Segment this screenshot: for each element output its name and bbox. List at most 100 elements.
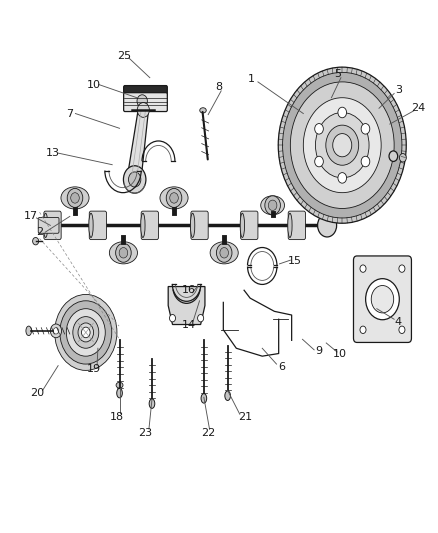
Ellipse shape bbox=[149, 399, 155, 408]
Circle shape bbox=[360, 326, 366, 334]
Text: 22: 22 bbox=[201, 427, 215, 438]
Ellipse shape bbox=[26, 326, 32, 336]
Text: 23: 23 bbox=[138, 427, 152, 438]
Text: 17: 17 bbox=[24, 212, 38, 221]
Text: 1: 1 bbox=[248, 74, 255, 84]
Circle shape bbox=[278, 67, 406, 223]
Text: 25: 25 bbox=[117, 51, 131, 61]
Circle shape bbox=[137, 95, 148, 108]
Circle shape bbox=[66, 309, 105, 356]
Ellipse shape bbox=[141, 213, 145, 238]
Circle shape bbox=[389, 151, 398, 161]
Circle shape bbox=[283, 72, 402, 218]
Text: 6: 6 bbox=[278, 362, 285, 372]
Circle shape bbox=[290, 82, 394, 208]
Circle shape bbox=[361, 124, 370, 134]
Ellipse shape bbox=[200, 108, 206, 113]
Circle shape bbox=[360, 265, 366, 272]
Circle shape bbox=[304, 98, 381, 192]
Circle shape bbox=[71, 193, 79, 203]
Circle shape bbox=[170, 193, 178, 203]
Circle shape bbox=[137, 102, 149, 117]
Circle shape bbox=[338, 107, 346, 118]
Circle shape bbox=[119, 247, 128, 258]
Text: 10: 10 bbox=[333, 349, 347, 359]
Circle shape bbox=[338, 173, 346, 183]
Ellipse shape bbox=[117, 389, 122, 398]
Circle shape bbox=[60, 301, 112, 364]
Circle shape bbox=[326, 125, 359, 165]
Ellipse shape bbox=[116, 382, 123, 388]
Text: 7: 7 bbox=[66, 109, 74, 118]
Circle shape bbox=[371, 286, 394, 313]
Text: 8: 8 bbox=[215, 82, 223, 92]
FancyBboxPatch shape bbox=[240, 211, 258, 240]
Circle shape bbox=[53, 328, 59, 334]
Text: 9: 9 bbox=[315, 346, 322, 356]
FancyBboxPatch shape bbox=[124, 93, 167, 111]
Circle shape bbox=[170, 314, 176, 322]
Text: 13: 13 bbox=[46, 148, 60, 158]
Circle shape bbox=[366, 279, 399, 320]
Circle shape bbox=[265, 196, 280, 215]
Circle shape bbox=[67, 189, 83, 207]
Circle shape bbox=[268, 200, 277, 211]
Text: 15: 15 bbox=[288, 256, 302, 266]
Circle shape bbox=[220, 247, 229, 258]
Circle shape bbox=[361, 156, 370, 167]
Ellipse shape bbox=[191, 213, 195, 238]
Text: 3: 3 bbox=[395, 85, 402, 95]
Polygon shape bbox=[128, 110, 148, 174]
FancyBboxPatch shape bbox=[288, 211, 305, 240]
Circle shape bbox=[81, 327, 90, 338]
Text: 21: 21 bbox=[238, 412, 252, 422]
Ellipse shape bbox=[61, 187, 89, 209]
FancyBboxPatch shape bbox=[38, 217, 59, 233]
Ellipse shape bbox=[110, 241, 138, 264]
Circle shape bbox=[198, 314, 204, 322]
Circle shape bbox=[128, 172, 141, 187]
Circle shape bbox=[399, 265, 405, 272]
FancyBboxPatch shape bbox=[353, 256, 411, 342]
Circle shape bbox=[399, 326, 405, 334]
Circle shape bbox=[55, 294, 117, 370]
Ellipse shape bbox=[261, 196, 285, 215]
Text: 2: 2 bbox=[36, 227, 43, 237]
FancyBboxPatch shape bbox=[44, 211, 61, 240]
Ellipse shape bbox=[240, 213, 244, 238]
Circle shape bbox=[50, 324, 62, 338]
Circle shape bbox=[116, 243, 131, 262]
Text: 24: 24 bbox=[411, 103, 425, 114]
Circle shape bbox=[315, 112, 369, 178]
Circle shape bbox=[216, 243, 232, 262]
Circle shape bbox=[32, 238, 39, 245]
Circle shape bbox=[318, 214, 337, 237]
Text: 4: 4 bbox=[395, 317, 402, 327]
Ellipse shape bbox=[43, 213, 48, 238]
Polygon shape bbox=[168, 287, 205, 325]
FancyBboxPatch shape bbox=[191, 211, 208, 240]
Text: 18: 18 bbox=[110, 412, 124, 422]
Ellipse shape bbox=[89, 213, 93, 238]
Text: 10: 10 bbox=[87, 79, 101, 90]
Circle shape bbox=[333, 134, 352, 157]
Ellipse shape bbox=[210, 241, 238, 264]
Ellipse shape bbox=[225, 391, 230, 400]
FancyBboxPatch shape bbox=[124, 86, 167, 96]
Circle shape bbox=[314, 124, 323, 134]
Ellipse shape bbox=[288, 213, 292, 238]
Text: 19: 19 bbox=[87, 365, 101, 374]
Circle shape bbox=[314, 156, 323, 167]
Circle shape bbox=[166, 189, 182, 207]
Text: 16: 16 bbox=[182, 285, 196, 295]
Ellipse shape bbox=[160, 187, 188, 209]
FancyBboxPatch shape bbox=[141, 211, 159, 240]
Ellipse shape bbox=[201, 393, 207, 403]
Circle shape bbox=[124, 166, 146, 193]
Text: 5: 5 bbox=[335, 69, 342, 79]
Circle shape bbox=[78, 323, 94, 342]
Text: 14: 14 bbox=[182, 319, 196, 329]
Text: 20: 20 bbox=[30, 388, 44, 398]
Circle shape bbox=[73, 317, 99, 348]
FancyBboxPatch shape bbox=[89, 211, 106, 240]
